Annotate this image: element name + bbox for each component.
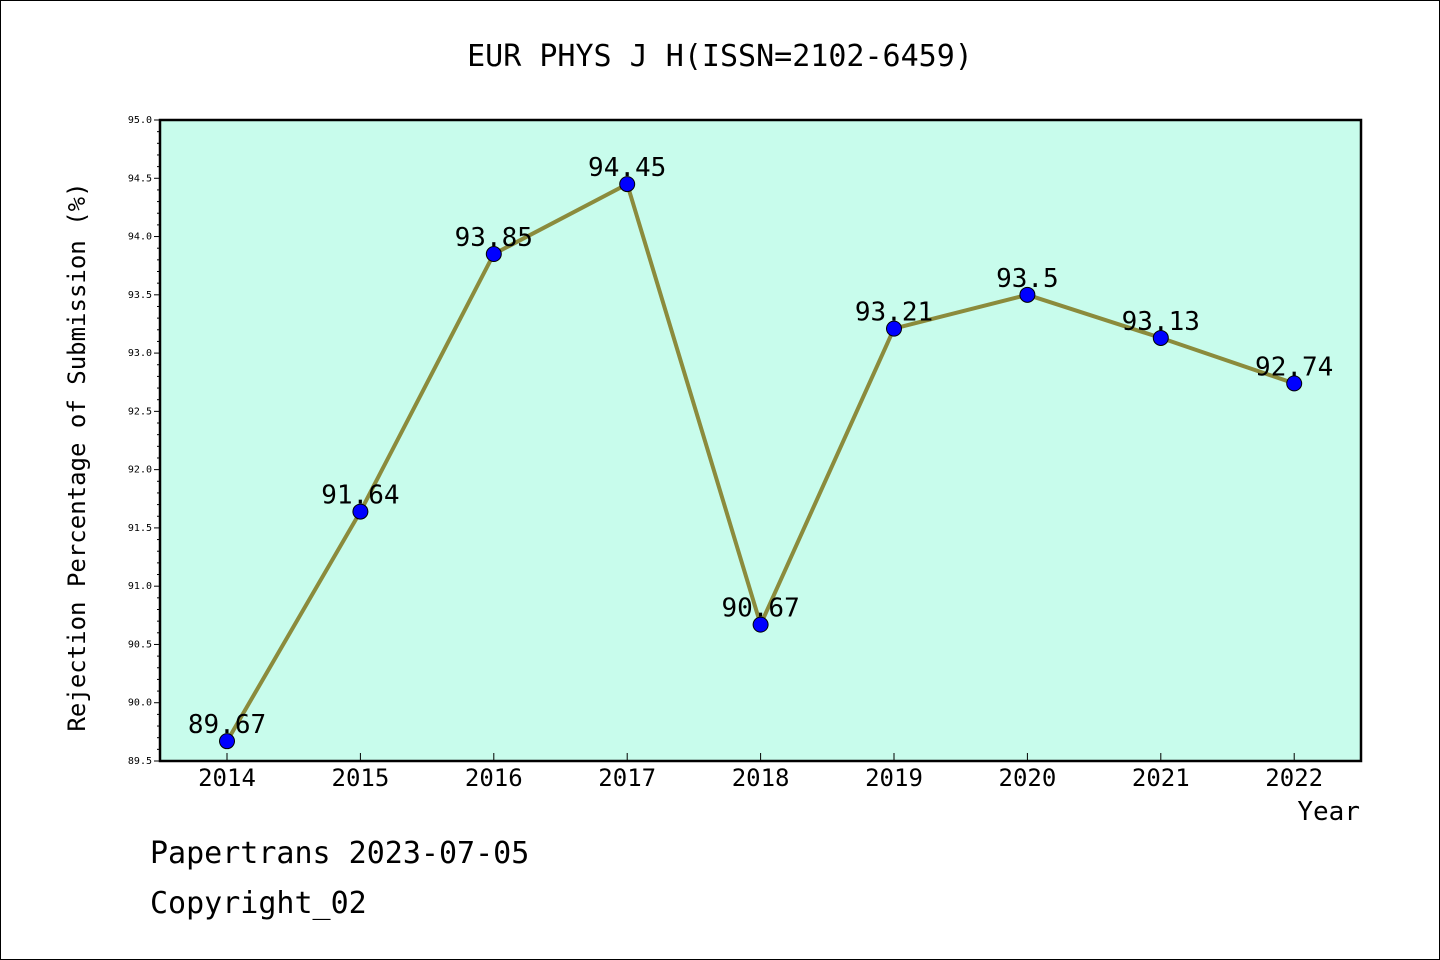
x-tick-label: 2020: [999, 764, 1057, 792]
chart-title: EUR PHYS J H(ISSN=2102-6459): [467, 39, 973, 74]
data-point: [619, 176, 636, 193]
y-tick-label: 91.5: [128, 523, 152, 534]
data-point: [219, 733, 235, 750]
y-axis: 89.5 90.0 90.5 91.0 91.5 92.0 92.5 93.0 93.5 94.0…: [128, 115, 160, 767]
data-label: 93.13: [1122, 307, 1200, 337]
y-tick-label: 91.0: [128, 581, 152, 592]
data-labels: 89.67 91.64 93.85 94.45 90.67 93.21 93.5 93.13 9…: [188, 153, 1333, 740]
x-tick-label: 2014: [198, 764, 256, 792]
data-label: 93.21: [855, 298, 933, 328]
y-tick-label: 93.0: [128, 348, 152, 359]
x-tick-label: 2018: [732, 764, 790, 792]
y-tick-label: 90.0: [128, 698, 152, 709]
y-tick-label: 90.5: [128, 639, 152, 650]
y-tick-label: 95.0: [128, 115, 152, 126]
data-point: [752, 616, 769, 633]
footer-date: Papertrans 2023-07-05: [150, 836, 530, 871]
x-tick-label: 2019: [865, 764, 923, 792]
x-tick-label: 2017: [598, 764, 656, 792]
data-label: 92.74: [1255, 352, 1333, 382]
data-label: 90.67: [721, 594, 799, 624]
x-tick-label: 2015: [332, 764, 390, 792]
data-point: [886, 320, 902, 337]
x-tick-label: 2016: [465, 764, 523, 792]
data-point: [485, 246, 502, 263]
y-tick-label: 94.0: [128, 232, 152, 243]
data-point: [1019, 286, 1036, 303]
data-label: 89.67: [188, 710, 266, 740]
x-axis: 2014 2015 2016 2017 2018 2019 2020 2021 2022: [198, 753, 1323, 792]
y-tick-label: 93.5: [128, 290, 152, 301]
y-tick-label: 92.0: [128, 465, 152, 476]
data-label: 91.64: [321, 481, 399, 511]
y-axis-label: Rejection Percentage of Submission (%): [63, 182, 91, 731]
y-tick-label: 89.5: [128, 756, 152, 767]
y-tick-label: 92.5: [128, 406, 152, 417]
data-point: [1152, 329, 1169, 346]
footer-copyright: Copyright_02: [150, 886, 367, 921]
data-series: [219, 176, 1303, 750]
data-label: 93.85: [455, 223, 533, 253]
data-label: 94.45: [588, 153, 666, 183]
x-tick-label: 2021: [1132, 764, 1190, 792]
x-tick-label: 2022: [1265, 764, 1323, 792]
data-point: [352, 503, 369, 520]
data-point: [1286, 375, 1303, 392]
x-axis-label: Year: [1297, 797, 1360, 827]
plot-area: [158, 118, 1363, 763]
data-label: 93.5: [996, 264, 1059, 294]
y-tick-label: 94.5: [128, 173, 152, 184]
